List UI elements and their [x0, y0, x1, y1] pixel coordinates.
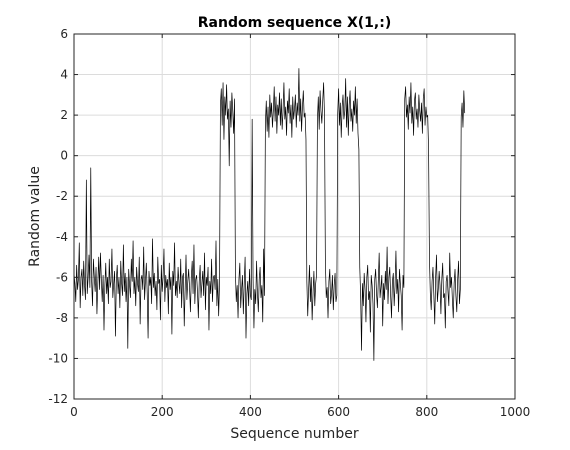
x-tick-label: 400: [239, 405, 262, 419]
x-axis-label: Sequence number: [230, 426, 358, 442]
y-tick-label: 0: [60, 149, 68, 163]
x-tick-label: 800: [415, 405, 438, 419]
y-tick-label: -2: [56, 189, 68, 203]
plot-border: [73, 33, 516, 400]
y-tick-label: 6: [60, 27, 68, 41]
y-axis-label: Random value: [27, 166, 43, 267]
series-layer: [73, 68, 466, 361]
x-tick-label: 600: [327, 405, 350, 419]
x-tick-label: 0: [70, 405, 78, 419]
y-tick-label: 4: [60, 68, 68, 82]
chart-title: Random sequence X(1,:): [198, 15, 392, 31]
y-tick-label: -12: [48, 392, 68, 406]
x-tick-label: 200: [151, 405, 174, 419]
grid-lines: [73, 33, 516, 400]
y-tick-labels: 6 4 2 0 -2 -4 -6 -8 -10 -12: [48, 27, 68, 406]
y-tick-label: -10: [48, 351, 68, 365]
x-tick-label: 1000: [500, 405, 531, 419]
plot-area: [74, 34, 515, 399]
x-tick-labels: 0 200 400 600 800 1000: [70, 405, 530, 419]
y-tick-label: -6: [56, 270, 68, 284]
y-tick-label: -4: [56, 230, 68, 244]
series-line: [73, 68, 466, 361]
axis-ticks: [73, 33, 516, 400]
y-tick-label: 2: [60, 108, 68, 122]
y-tick-label: -8: [56, 311, 68, 325]
